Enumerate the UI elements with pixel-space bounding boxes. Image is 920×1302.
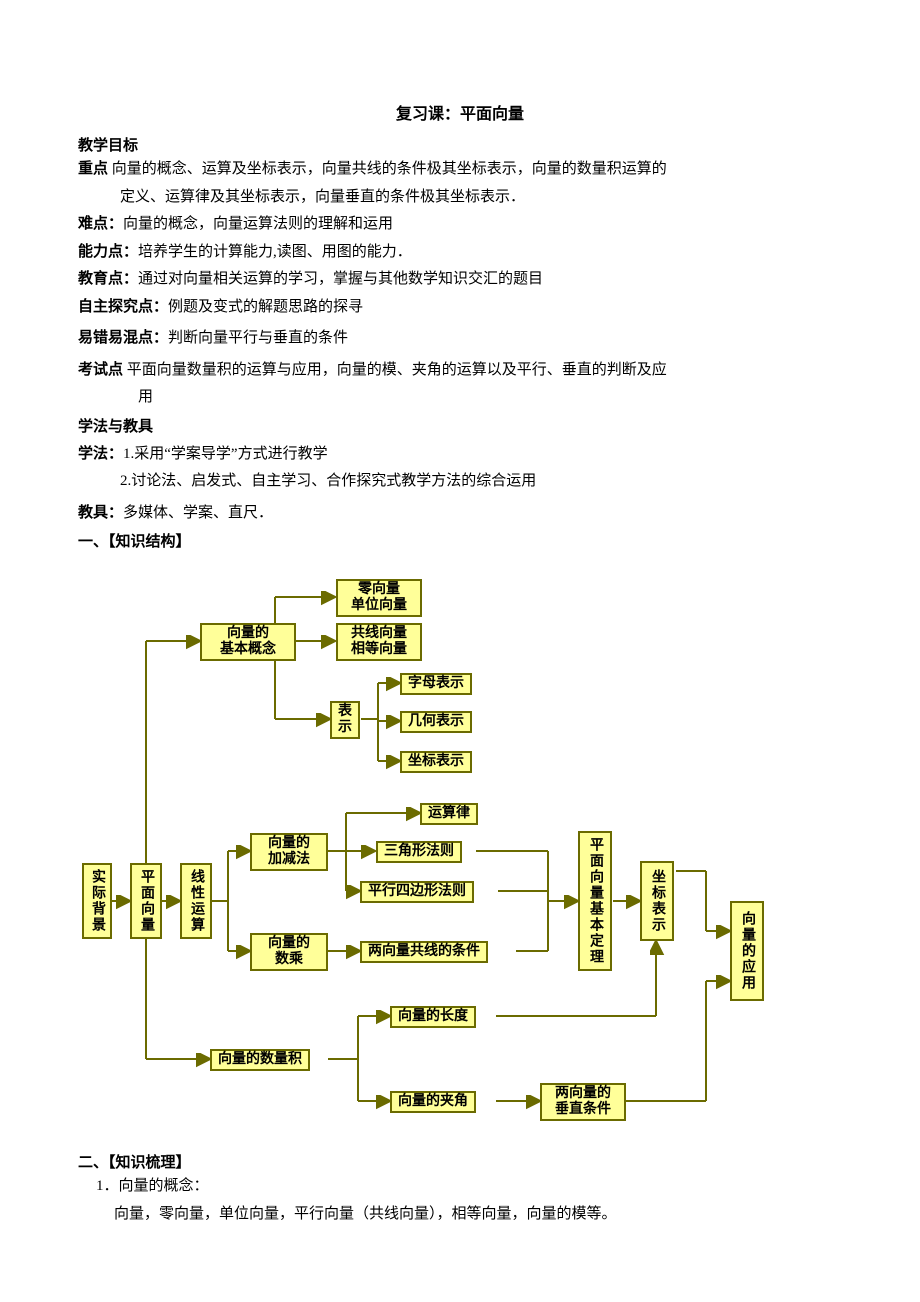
node-sanjiaoxing: 三角形法则 bbox=[376, 841, 462, 863]
method-text1: 1.采用“学案导学”方式进行教学 bbox=[123, 446, 328, 462]
node-jiben-gainian-l1: 向量的 bbox=[227, 626, 269, 642]
key-point-text2: 定义、运算律及其坐标表示，向量垂直的条件极其坐标表示． bbox=[78, 185, 842, 211]
explore-text: 例题及变式的解题思路的探寻 bbox=[168, 299, 363, 315]
node-xianxing: 线性运算 bbox=[180, 863, 212, 939]
explore-line: 自主探究点：例题及变式的解题思路的探寻 bbox=[78, 295, 842, 321]
node-gongxian-tiaojian: 两向量共线的条件 bbox=[360, 941, 488, 963]
node-pingxing: 平行四边形法则 bbox=[360, 881, 474, 903]
node-chuizhi-l2: 垂直条件 bbox=[555, 1102, 611, 1118]
exam-label: 考试点 bbox=[78, 362, 123, 378]
method-label: 学法： bbox=[78, 446, 123, 462]
node-zuobiao2: 坐标表示 bbox=[640, 861, 674, 941]
node-ling-danwei-l1: 零向量 bbox=[358, 582, 400, 598]
node-zimu: 字母表示 bbox=[400, 673, 472, 695]
node-jihe: 几何表示 bbox=[400, 711, 472, 733]
node-jiben-dingli: 平面向量基本定理 bbox=[578, 831, 612, 971]
knowledge-structure-diagram: 实际背景 平面向量 线性运算 向量的 基本概念 零向量 单位向量 共线向量 相等… bbox=[78, 561, 818, 1141]
node-ling-danwei: 零向量 单位向量 bbox=[336, 579, 422, 617]
page-title: 复习课：平面向量 bbox=[78, 100, 842, 124]
method-text2: 2.讨论法、启发式、自主学习、合作探究式教学方法的综合运用 bbox=[78, 469, 842, 495]
key-point-line: 重点 向量的概念、运算及坐标表示，向量共线的条件极其坐标表示，向量的数量积运算的 bbox=[78, 157, 842, 183]
node-gongxian-xiangdeng: 共线向量 相等向量 bbox=[336, 623, 422, 661]
method-heading: 学法与教具 bbox=[78, 415, 842, 436]
node-yingyong: 向量的应用 bbox=[730, 901, 764, 1001]
key-point-label: 重点 bbox=[78, 161, 108, 177]
node-pingmian: 平面向量 bbox=[130, 863, 162, 939]
node-jiajian: 向量的 加减法 bbox=[250, 833, 328, 871]
tool-label: 教具： bbox=[78, 505, 123, 521]
node-gongxian-l2: 相等向量 bbox=[351, 642, 407, 658]
node-gongxian-l1: 共线向量 bbox=[351, 626, 407, 642]
edu-text: 通过对向量相关运算的学习，掌握与其他数学知识交汇的题目 bbox=[138, 271, 543, 287]
node-jiajiao: 向量的夹角 bbox=[390, 1091, 476, 1113]
comb-item1-text: 向量，零向量，单位向量，平行向量（共线向量），相等向量，向量的模等。 bbox=[78, 1202, 842, 1228]
tool-text: 多媒体、学案、直尺． bbox=[123, 505, 273, 521]
explore-label: 自主探究点： bbox=[78, 299, 168, 315]
edu-line: 教育点：通过对向量相关运算的学习，掌握与其他数学知识交汇的题目 bbox=[78, 267, 842, 293]
node-shiji: 实际背景 bbox=[82, 863, 112, 939]
ability-label: 能力点： bbox=[78, 244, 138, 260]
node-jiben-gainian-l2: 基本概念 bbox=[220, 642, 276, 658]
exam-line: 考试点 平面向量数量积的运算与应用，向量的模、夹角的运算以及平行、垂直的判断及应 bbox=[78, 358, 842, 384]
node-shucheng-l2: 数乘 bbox=[275, 952, 303, 968]
node-biaoshi-l1: 表 bbox=[338, 704, 352, 720]
ability-line: 能力点：培养学生的计算能力,读图、用图的能力． bbox=[78, 240, 842, 266]
node-shuliangji: 向量的数量积 bbox=[210, 1049, 310, 1071]
node-biaoshi: 表 示 bbox=[330, 701, 360, 739]
hard-point-line: 难点：向量的概念，向量运算法则的理解和运用 bbox=[78, 212, 842, 238]
goals-heading: 教学目标 bbox=[78, 134, 842, 155]
node-shucheng: 向量的 数乘 bbox=[250, 933, 328, 971]
node-yunsuanlv: 运算律 bbox=[420, 803, 478, 825]
node-jiajian-l1: 向量的 bbox=[268, 836, 310, 852]
structure-heading: 一、【知识结构】 bbox=[78, 530, 842, 551]
hard-point-label: 难点： bbox=[78, 216, 123, 232]
exam-text2: 用 bbox=[78, 385, 842, 411]
node-zuobiao1: 坐标表示 bbox=[400, 751, 472, 773]
comb-heading: 二、【知识梳理】 bbox=[78, 1151, 842, 1172]
confuse-text: 判断向量平行与垂直的条件 bbox=[168, 330, 348, 346]
key-point-text1: 向量的概念、运算及坐标表示，向量共线的条件极其坐标表示，向量的数量积运算的 bbox=[108, 161, 667, 177]
hard-point-text: 向量的概念，向量运算法则的理解和运用 bbox=[123, 216, 393, 232]
comb-item1: 1．向量的概念： bbox=[78, 1174, 842, 1200]
confuse-label: 易错易混点： bbox=[78, 330, 168, 346]
node-shucheng-l1: 向量的 bbox=[268, 936, 310, 952]
edu-label: 教育点： bbox=[78, 271, 138, 287]
node-jiben-gainian: 向量的 基本概念 bbox=[200, 623, 296, 661]
node-ling-danwei-l2: 单位向量 bbox=[351, 598, 407, 614]
tool-line: 教具：多媒体、学案、直尺． bbox=[78, 501, 842, 527]
exam-text1: 平面向量数量积的运算与应用，向量的模、夹角的运算以及平行、垂直的判断及应 bbox=[123, 362, 667, 378]
ability-text: 培养学生的计算能力,读图、用图的能力． bbox=[138, 244, 412, 260]
node-jiajian-l2: 加减法 bbox=[268, 852, 310, 868]
node-biaoshi-l2: 示 bbox=[338, 720, 352, 736]
node-chuizhi-l1: 两向量的 bbox=[555, 1086, 611, 1102]
confuse-line: 易错易混点：判断向量平行与垂直的条件 bbox=[78, 326, 842, 352]
node-chuizhi: 两向量的 垂直条件 bbox=[540, 1083, 626, 1121]
method-line: 学法：1.采用“学案导学”方式进行教学 bbox=[78, 442, 842, 468]
node-changdu: 向量的长度 bbox=[390, 1006, 476, 1028]
